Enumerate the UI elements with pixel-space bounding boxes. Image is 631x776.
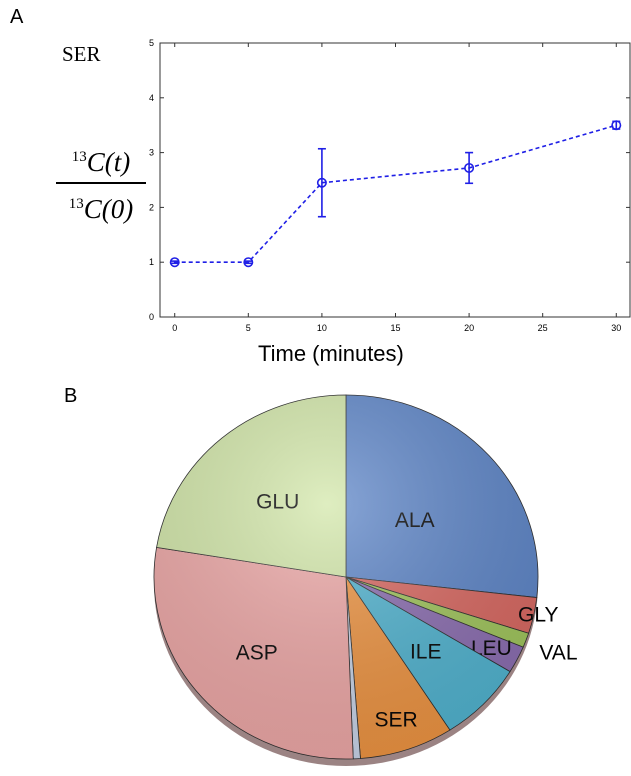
pie-slice-label: GLU [256, 491, 299, 514]
error-bar [465, 151, 474, 185]
y-tick-label: 2 [149, 202, 154, 212]
data-point [243, 257, 254, 268]
panel-a-label: A [10, 6, 24, 28]
pie-slice-label: VAL [539, 642, 577, 665]
isotope-superscript: 13 [68, 195, 84, 212]
line-chart-axes: 0 5 10 15 20 25 30 0 1 2 3 4 5 [149, 38, 631, 333]
y-axis-label: 13C(t) 13C(0) [54, 140, 148, 226]
x-tick-label: 20 [464, 323, 474, 333]
x-tick-label: 5 [246, 323, 251, 333]
data-point [169, 257, 180, 268]
pie-slice-label: GLY [518, 604, 558, 627]
x-tick-label: 25 [538, 323, 548, 333]
error-bar [244, 260, 253, 265]
pie-slice-label: ILE [410, 641, 442, 664]
y-axis-label-fraction-bar [56, 182, 146, 184]
x-tick-label: 0 [172, 323, 177, 333]
y-axis-label-numerator: 13C(t) [71, 147, 131, 177]
pie-slice [345, 394, 539, 598]
data-point [611, 120, 622, 131]
y-tick-label: 3 [149, 148, 154, 158]
y-tick-label: 1 [149, 257, 154, 267]
pie-slice-label: SER [374, 708, 417, 731]
y-tick-label: 4 [149, 93, 154, 103]
panel-b-label: B [64, 385, 78, 407]
pie-slice-label: ASP [236, 642, 278, 665]
x-axis-label: Time (minutes) [258, 341, 404, 366]
x-tick-label: 15 [390, 323, 400, 333]
pie-slice [156, 394, 347, 578]
error-bar [317, 147, 326, 218]
x-tick-label: 30 [611, 323, 621, 333]
line-chart-series [169, 120, 622, 268]
data-point [316, 177, 327, 188]
error-bar [170, 260, 179, 265]
data-point [464, 162, 475, 173]
isotope-superscript: 13 [71, 149, 87, 165]
y-axis-label-denominator: 13C(0) [68, 193, 134, 224]
y-tick-label: 0 [149, 312, 154, 322]
chart-title: SER [62, 42, 101, 66]
y-tick-label: 5 [149, 38, 154, 48]
x-tick-label: 10 [317, 323, 327, 333]
pie-slice-label: ALA [395, 509, 435, 532]
series-line [174, 124, 617, 264]
